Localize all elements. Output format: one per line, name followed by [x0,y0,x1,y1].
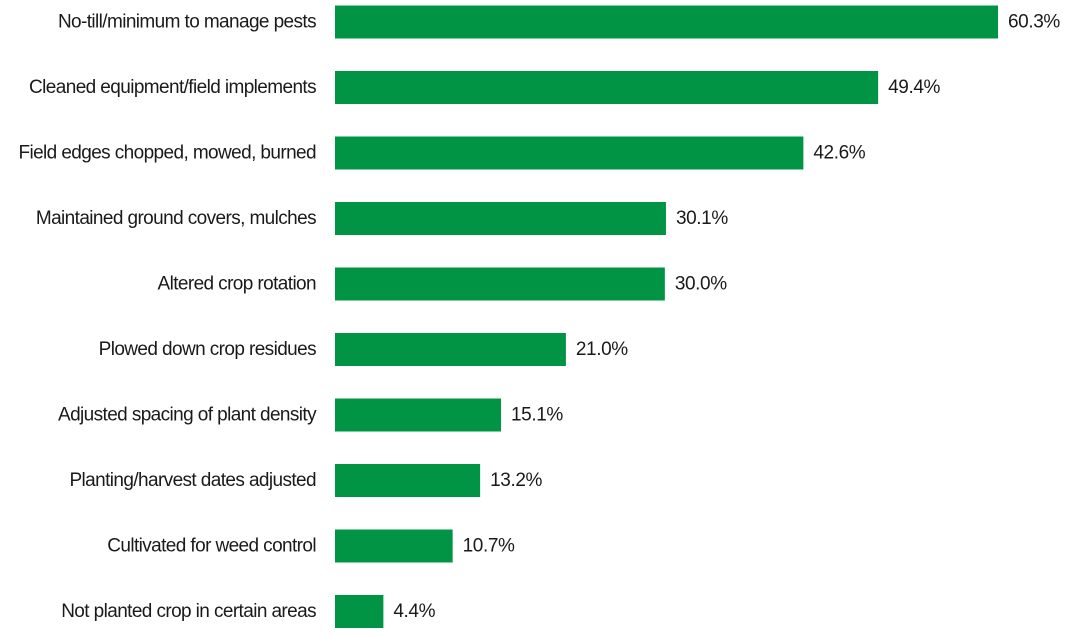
bar [335,530,453,563]
category-label: Adjusted spacing of plant density [58,405,317,426]
value-label: 60.3% [1008,12,1060,33]
value-label: 15.1% [511,405,563,426]
category-label: Altered crop rotation [158,274,317,295]
value-label: 21.0% [576,339,628,360]
value-label: 4.4% [393,601,435,622]
category-label: No-till/minimum to manage pests [58,12,316,33]
category-label: Plowed down crop residues [99,339,316,360]
bar [335,333,566,366]
bar [335,595,383,628]
bars [335,6,998,629]
bar [335,268,665,301]
bar [335,202,666,235]
bar [335,137,803,170]
value-label: 10.7% [463,536,515,557]
value-label: 30.1% [676,208,728,229]
bar [335,71,878,104]
category-label: Cultivated for weed control [107,536,316,557]
value-label: 30.0% [675,274,727,295]
category-label: Field edges chopped, mowed, burned [18,143,316,164]
category-label: Cleaned equipment/field implements [29,77,316,98]
bar [335,6,998,39]
category-labels: No-till/minimum to manage pests Cleaned e… [18,12,317,623]
value-label: 42.6% [813,143,865,164]
category-label: Not planted crop in certain areas [61,601,316,622]
category-label: Planting/harvest dates adjusted [69,470,316,491]
bar [335,464,480,497]
value-label: 49.4% [888,77,940,98]
category-label: Maintained ground covers, mulches [36,208,316,229]
bar [335,399,501,432]
value-label: 13.2% [490,470,542,491]
